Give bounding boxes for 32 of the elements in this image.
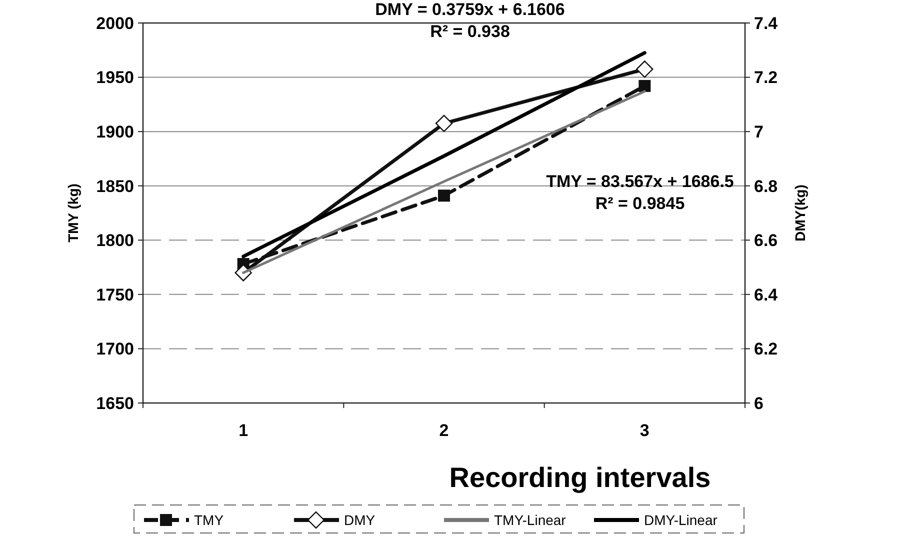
y2-tick-label: 7 <box>754 122 764 142</box>
legend-label: TMY <box>194 512 224 528</box>
legend-label: DMY-Linear <box>644 512 718 528</box>
x-tick-label: 3 <box>640 421 650 440</box>
y-tick-label: 1800 <box>96 231 134 250</box>
x-axis-title: Recording intervals <box>449 462 711 493</box>
y-tick-label: 1700 <box>96 340 134 359</box>
point <box>636 60 654 78</box>
point <box>435 114 453 132</box>
y-tick-label: 1650 <box>96 394 134 413</box>
y2-tick-label: 6.8 <box>754 176 778 196</box>
y2-axis-title: DMY(kg) <box>792 184 808 242</box>
y-tick-label: 1750 <box>96 285 134 304</box>
y2-tick-label: 7.2 <box>754 68 778 88</box>
point <box>638 80 651 92</box>
y2-tick-label: 6 <box>754 394 764 413</box>
x-tick-label: 1 <box>238 421 248 440</box>
y2-tick-label: 7.4 <box>754 14 778 33</box>
y2-tick-label: 6.4 <box>754 285 778 304</box>
y-tick-label: 2000 <box>96 14 134 33</box>
y-tick-label: 1900 <box>96 122 134 142</box>
y-axis-title: TMY (kg) <box>65 184 81 242</box>
y2-tick-label: 6.2 <box>754 340 778 359</box>
annotation: DMY = 0.3759x + 6.1606 R² = 0.938 <box>375 0 565 41</box>
y2-tick-label: 6.6 <box>754 231 778 250</box>
legend-label: TMY-Linear <box>494 512 566 528</box>
y-tick-label: 1950 <box>96 68 134 88</box>
y-tick-label: 1850 <box>96 176 134 196</box>
x-tick-label: 2 <box>439 421 449 440</box>
point <box>438 190 450 202</box>
annotation: TMY = 83.567x + 1686.5 R² = 0.9845 <box>546 172 734 213</box>
legend-label: DMY <box>344 512 376 528</box>
